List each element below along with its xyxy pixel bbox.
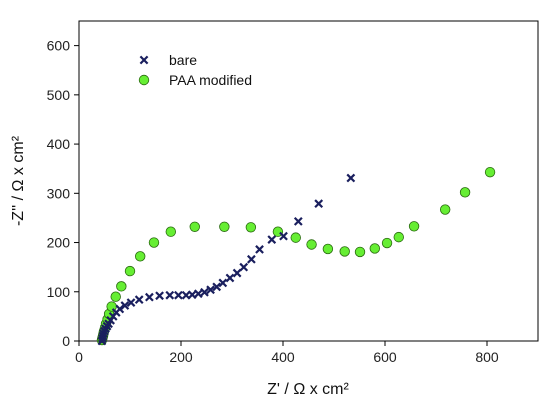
- bare-point: [232, 268, 242, 278]
- bare-point-stroke: [267, 235, 277, 244]
- bare-point: [200, 287, 209, 297]
- paa-point: [369, 243, 381, 254]
- bare-point: [346, 173, 356, 183]
- x-axis-ticks: 0 200 400 600 800: [75, 341, 499, 365]
- bare-point: [279, 231, 288, 241]
- x-tick-label: 800: [475, 349, 499, 365]
- bare-point: [267, 235, 277, 244]
- paa-point: [245, 222, 257, 233]
- bare-point-stroke: [206, 285, 215, 295]
- x-tick-label: 400: [271, 349, 295, 365]
- paa-point: [306, 239, 317, 250]
- bare-point: [193, 289, 203, 299]
- y-tick-label: 100: [47, 284, 71, 300]
- bare-point-stroke: [293, 216, 303, 226]
- x-axis-title: Z' / Ω x cm²: [267, 381, 349, 398]
- bare-point-stroke: [115, 304, 125, 314]
- paa-point: [110, 291, 121, 302]
- bare-point: [126, 298, 136, 307]
- paa-point: [116, 281, 127, 292]
- bare-point: [134, 295, 144, 305]
- paa-point: [290, 232, 301, 243]
- bare-point-stroke: [181, 290, 191, 300]
- bare-point-stroke: [98, 331, 108, 341]
- series-paa-modified: [96, 166, 496, 346]
- paa-point: [339, 246, 350, 257]
- bare-point: [247, 254, 256, 264]
- x-tick-label: 0: [75, 349, 83, 365]
- data-series: [96, 166, 496, 346]
- bare-point: [206, 285, 215, 295]
- x-tick-label: 200: [169, 349, 193, 365]
- bare-point: [218, 278, 228, 288]
- bare-point: [145, 292, 154, 302]
- bare-point-stroke: [218, 278, 228, 288]
- paa-point: [148, 237, 160, 248]
- y-tick-label: 300: [47, 185, 71, 201]
- y-tick-label: 200: [47, 235, 71, 251]
- legend-marker-bare-stroke: [139, 55, 149, 65]
- bare-point-stroke: [155, 291, 164, 301]
- paa-point: [393, 231, 404, 243]
- bare-point: [212, 282, 222, 292]
- bare-point-stroke: [314, 199, 324, 209]
- bare-point-stroke: [174, 290, 183, 300]
- y-axis-title: -Z'' / Ω x cm²: [10, 135, 27, 226]
- legend: bare PAA modified: [138, 52, 252, 88]
- paa-point: [408, 221, 420, 232]
- paa-point: [381, 237, 393, 249]
- x-tick-label: 600: [373, 349, 397, 365]
- paa-point: [484, 166, 496, 178]
- bare-point-stroke: [239, 262, 249, 272]
- series-bare: [97, 173, 356, 346]
- bare-point: [165, 290, 175, 300]
- paa-point: [165, 226, 177, 237]
- bare-point-stroke: [126, 298, 136, 307]
- bare-point-stroke: [212, 282, 222, 292]
- y-tick-label: 600: [47, 38, 71, 54]
- bare-point: [155, 291, 164, 301]
- bare-point-stroke: [255, 245, 264, 254]
- y-tick-label: 0: [62, 333, 70, 349]
- bare-point-stroke: [120, 301, 130, 310]
- y-tick-label: 500: [47, 87, 71, 103]
- legend-label: bare: [169, 52, 197, 68]
- bare-point: [314, 199, 324, 209]
- bare-point-stroke: [200, 287, 209, 297]
- bare-point: [293, 216, 303, 226]
- y-tick-label: 400: [47, 136, 71, 152]
- bare-point-stroke: [247, 254, 256, 264]
- bare-point: [255, 245, 264, 254]
- bare-point: [174, 290, 183, 300]
- bare-point-stroke: [193, 289, 203, 299]
- bare-point-stroke: [145, 292, 154, 302]
- bare-point: [225, 273, 235, 283]
- paa-point: [219, 221, 230, 232]
- bare-point: [115, 304, 125, 314]
- bare-point-stroke: [232, 268, 242, 278]
- bare-point-stroke: [279, 231, 288, 241]
- bare-point-stroke: [134, 295, 144, 305]
- y-axis-ticks: 0 100 200 300 400 500 600: [47, 38, 79, 349]
- legend-marker-paa: [138, 74, 150, 86]
- paa-point: [459, 187, 471, 198]
- paa-point: [439, 204, 451, 215]
- plot-frame: [78, 20, 539, 342]
- bare-point-stroke: [187, 290, 197, 300]
- bare-point-stroke: [346, 173, 356, 183]
- paa-point: [354, 246, 366, 258]
- bare-point: [120, 301, 130, 310]
- bare-point-stroke: [165, 290, 175, 300]
- paa-point: [322, 243, 334, 255]
- bare-point: [239, 262, 249, 272]
- legend-label: PAA modified: [169, 72, 252, 88]
- legend-marker-bare: [139, 55, 149, 65]
- paa-point: [134, 251, 146, 262]
- paa-point: [189, 221, 200, 232]
- paa-point: [124, 265, 136, 277]
- bare-point-stroke: [225, 273, 235, 283]
